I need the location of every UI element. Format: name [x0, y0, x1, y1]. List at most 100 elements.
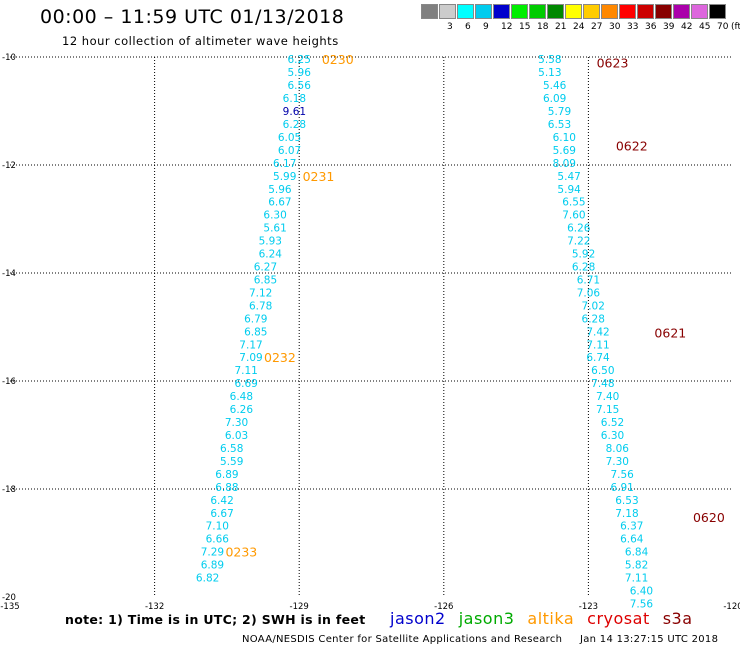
- wave-height-label: 7.02: [582, 300, 605, 312]
- wave-height-label: 6.71: [577, 274, 600, 286]
- wave-height-label: 6.07: [278, 145, 301, 157]
- wave-height-label: 5.47: [557, 171, 580, 183]
- legend-swatch: 9: [475, 4, 493, 34]
- page-subtitle: 12 hour collection of altimeter wave hei…: [62, 34, 339, 48]
- satellite-legend: jason2 jason3 altika cryosat s3a: [390, 609, 706, 628]
- wave-height-label: 7.10: [206, 521, 229, 533]
- wave-height-label: 5.99: [273, 171, 296, 183]
- time-label: 0232: [264, 350, 296, 365]
- time-label: 0623: [597, 55, 629, 70]
- wave-height-label: 6.03: [225, 430, 248, 442]
- legend-swatch: 18: [529, 4, 547, 34]
- wave-height-label: 9.61: [283, 106, 306, 118]
- satellite-name: s3a: [663, 609, 693, 628]
- time-label: 0231: [303, 169, 335, 184]
- legend-swatch: 70: [709, 4, 727, 34]
- legend-swatch: [421, 4, 439, 34]
- wave-height-label: 6.89: [215, 469, 238, 481]
- wave-height-label: 7.29: [201, 547, 224, 559]
- wave-height-label: 6.26: [230, 404, 254, 416]
- time-label: 0233: [225, 545, 257, 560]
- wave-height-label: 7.11: [625, 573, 648, 585]
- wave-height-label: 6.52: [601, 417, 624, 429]
- wave-height-label: 6.28: [283, 119, 306, 131]
- y-tick-label: -14: [2, 269, 16, 279]
- legend-swatch: 3: [439, 4, 457, 34]
- wave-height-label: 8.06: [606, 443, 630, 455]
- page-title: 00:00 – 11:59 UTC 01/13/2018: [40, 6, 344, 28]
- wave-height-label: 5.58: [538, 54, 561, 66]
- wave-height-label: 5.46: [543, 80, 567, 92]
- wave-height-label: 6.30: [601, 430, 624, 442]
- wave-height-label: 5.93: [259, 236, 282, 248]
- wave-height-label: 6.30: [263, 210, 286, 222]
- legend-swatch: 24: [565, 4, 583, 34]
- wave-height-label: 6.85: [254, 274, 277, 286]
- wave-height-label: 6.10: [553, 132, 576, 144]
- wave-height-label: 6.85: [244, 326, 267, 338]
- wave-height-label: 7.40: [596, 391, 619, 403]
- wave-height-label: 7.60: [562, 210, 585, 222]
- wave-height-label: 6.40: [630, 586, 653, 598]
- wave-height-label: 6.27: [254, 262, 277, 274]
- legend-swatch: 21: [547, 4, 565, 34]
- y-tick-label: -12: [2, 161, 16, 171]
- legend-swatch: 6: [457, 4, 475, 34]
- x-tick-label: -132: [145, 602, 164, 612]
- footer-credit: NOAA/NESDIS Center for Satellite Applica…: [242, 634, 562, 645]
- wave-height-label: 7.48: [591, 378, 614, 390]
- legend-label: 6: [465, 22, 471, 32]
- wave-height-label: 7.56: [610, 469, 634, 481]
- legend-swatch: 42: [673, 4, 691, 34]
- wave-height-label: 5.59: [220, 456, 243, 468]
- wave-height-label: 6.84: [625, 547, 649, 559]
- wave-height-label: 8.09: [553, 158, 576, 170]
- legend-label: 9: [483, 22, 489, 32]
- time-label: 0621: [654, 325, 686, 340]
- wave-height-label: 5.69: [553, 145, 576, 157]
- wave-height-label: 6.05: [278, 132, 301, 144]
- legend-swatch: 39: [655, 4, 673, 34]
- wave-height-label: 7.30: [225, 417, 248, 429]
- satellite-name: altika: [527, 609, 574, 628]
- wave-height-label: 6.56: [288, 80, 312, 92]
- legend-swatch: 15: [511, 4, 529, 34]
- legend-swatch: 30: [601, 4, 619, 34]
- time-label: 0620: [693, 510, 725, 525]
- wave-height-label: 5.96: [268, 184, 292, 196]
- wave-height-label: 5.82: [625, 560, 648, 572]
- wave-height-label: 6.28: [582, 313, 605, 325]
- wave-height-label: 7.18: [615, 508, 638, 520]
- wave-height-label: 6.53: [548, 119, 571, 131]
- units-note: note: 1) Time is in UTC; 2) SWH is in fe…: [65, 612, 365, 627]
- wave-height-label: 6.25: [288, 54, 311, 66]
- wave-height-label: 6.58: [220, 443, 243, 455]
- legend-label: 70: [717, 22, 728, 32]
- legend-swatch: 33: [619, 4, 637, 34]
- wave-height-label: 6.18: [283, 93, 306, 105]
- wave-height-label: 6.88: [215, 482, 238, 494]
- legend-label: 3: [447, 22, 453, 32]
- wave-height-label: 7.11: [234, 365, 257, 377]
- legend-swatch: 12: [493, 4, 511, 34]
- wave-height-label: 6.67: [268, 197, 291, 209]
- wave-height-label: 6.64: [620, 534, 644, 546]
- legend-swatch: 27: [583, 4, 601, 34]
- wave-height-label: 7.30: [606, 456, 629, 468]
- wave-height-label: 6.78: [249, 300, 272, 312]
- x-tick-label: -135: [0, 602, 19, 612]
- wave-height-label: 6.74: [586, 352, 610, 364]
- wave-height-label: 5.92: [572, 249, 595, 261]
- wave-height-label: 7.11: [586, 339, 609, 351]
- wave-height-label: 6.91: [610, 482, 633, 494]
- legend-swatch: 45: [691, 4, 709, 34]
- wave-height-label: 6.48: [230, 391, 253, 403]
- wave-height-label: 5.96: [288, 67, 312, 79]
- wave-height-label: 7.15: [596, 404, 619, 416]
- wave-height-label: 6.26: [567, 223, 591, 235]
- y-tick-label: -20: [2, 593, 16, 603]
- x-tick-label: -120: [723, 602, 740, 612]
- wave-height-label: 6.17: [273, 158, 296, 170]
- wave-height-label: 6.24: [259, 249, 283, 261]
